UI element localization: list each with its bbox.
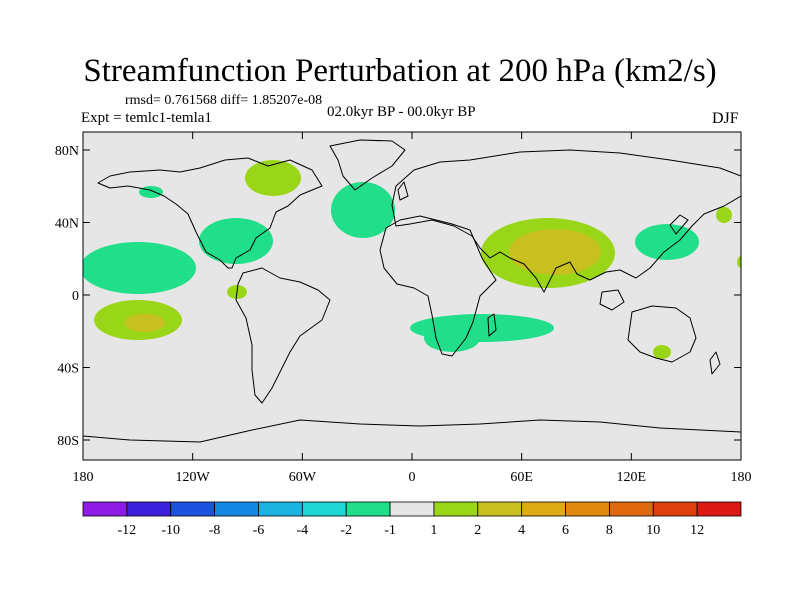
anomaly-neg-north-atlantic xyxy=(331,182,395,238)
colorbar-box xyxy=(696,501,742,517)
lon-tick-label: 60E xyxy=(510,470,533,485)
colorbar-box xyxy=(389,501,435,517)
chart-title: Streamfunction Perturbation at 200 hPa (… xyxy=(83,53,717,89)
colorbar-label: 1 xyxy=(430,523,437,538)
colorbar-label: 10 xyxy=(646,523,660,538)
colorbar-label: -1 xyxy=(384,523,396,538)
coast-australia xyxy=(627,305,697,363)
anomaly-pos-4-south-pacific xyxy=(125,314,165,332)
colorbar-label: -6 xyxy=(253,523,265,538)
coast-new-zealand xyxy=(709,351,721,375)
colorbar-label: -2 xyxy=(340,523,352,538)
colorbar-label: -8 xyxy=(209,523,221,538)
anomaly-pos-australia xyxy=(653,345,671,359)
anomaly-neg-north-pacific xyxy=(83,242,196,294)
lon-tick-label: 120E xyxy=(617,470,647,485)
anomaly-pos-pacific-east xyxy=(716,207,732,223)
coast-africa xyxy=(379,215,497,357)
coast-japan xyxy=(669,214,689,235)
anomaly-pos-pacific-edge xyxy=(737,256,741,268)
coast-borneo xyxy=(599,289,625,311)
anomaly-shading xyxy=(83,160,741,359)
colorbar-label: -10 xyxy=(161,523,180,538)
lon-tick-label: 180 xyxy=(731,470,752,485)
stats-text: rmsd= 0.761568 diff= 1.85207e-08 xyxy=(125,93,323,108)
lat-tick-label: 40N xyxy=(55,217,79,232)
season-label: DJF xyxy=(712,110,739,127)
colorbar-box xyxy=(433,501,479,517)
map-panel xyxy=(83,132,741,460)
anomaly-pos-4-asia xyxy=(509,229,601,275)
axis-ticks: 80N 40N 0 40S 80S 180 120W 60W 0 60E 120E 180 xyxy=(55,132,752,485)
lon-tick-label: 0 xyxy=(409,470,416,485)
colorbar-box xyxy=(565,501,610,517)
coast-uk xyxy=(397,181,409,201)
colorbar-box xyxy=(301,501,347,517)
colorbar-label: 6 xyxy=(562,523,569,538)
coast-antarctica xyxy=(83,419,741,443)
lon-tick-label: 60W xyxy=(289,470,317,485)
colorbar-box xyxy=(170,501,216,517)
anomaly-neg-north-america xyxy=(199,218,273,264)
colorbar-box xyxy=(258,501,303,517)
coastlines xyxy=(83,139,741,443)
coast-madagascar xyxy=(487,313,497,337)
colorbar-box xyxy=(652,501,698,517)
colorbar-box xyxy=(477,501,523,517)
lat-tick-label: 80S xyxy=(57,434,79,449)
colorbar: -12 -10 -8 -6 -4 -2 -1 1 2 4 6 8 10 12 xyxy=(82,501,742,538)
colorbar-box xyxy=(345,501,391,517)
anomaly-neg-east-asia xyxy=(635,224,699,260)
colorbar-label: -4 xyxy=(296,523,308,538)
coast-south-america xyxy=(235,267,331,404)
experiment-label: Expt = temlc1-temla1 xyxy=(81,110,212,126)
coast-eurasia xyxy=(391,149,741,293)
coast-north-america xyxy=(97,157,323,269)
lat-tick-label: 80N xyxy=(55,144,79,159)
lat-tick-label: 0 xyxy=(72,289,79,304)
lat-tick-label: 40S xyxy=(57,362,79,377)
coast-greenland xyxy=(329,139,406,191)
anomaly-neg-pacific-ne xyxy=(139,186,163,198)
colorbar-box xyxy=(82,501,128,517)
colorbar-label: 12 xyxy=(690,523,704,538)
colorbar-box xyxy=(126,501,172,517)
colorbar-box xyxy=(214,501,259,517)
anomaly-neg-madagascar xyxy=(424,324,480,352)
lon-tick-label: 180 xyxy=(73,470,94,485)
period-label: 02.0kyr BP - 00.0kyr BP xyxy=(327,104,476,120)
colorbar-box xyxy=(521,501,566,517)
colorbar-label: -12 xyxy=(118,523,137,538)
colorbar-label: 2 xyxy=(474,523,481,538)
colorbar-label: 4 xyxy=(518,523,525,538)
colorbar-box xyxy=(609,501,654,517)
colorbar-label: 8 xyxy=(606,523,613,538)
anomaly-pos-canada xyxy=(245,160,301,196)
lon-tick-label: 120W xyxy=(176,470,211,485)
